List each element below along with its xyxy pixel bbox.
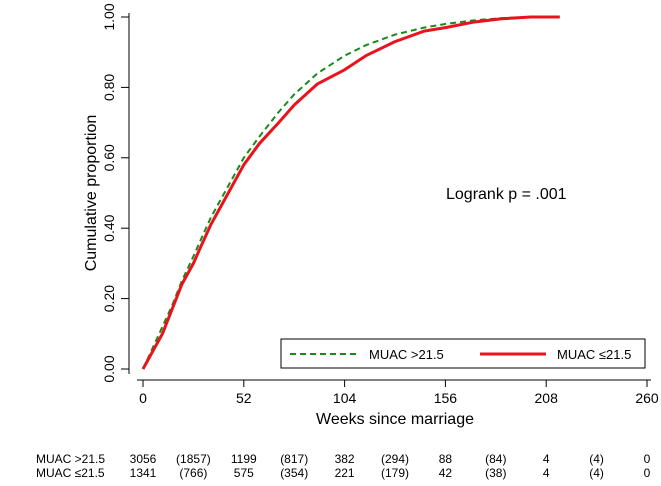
- y-tick-label: 1.00: [101, 3, 117, 30]
- risk-at-risk-value: 4: [543, 466, 550, 480]
- risk-at-risk-value: 0: [644, 466, 651, 480]
- risk-events-value: (294): [381, 452, 409, 466]
- series-group: [141, 15, 560, 370]
- risk-events-value: (84): [485, 452, 506, 466]
- risk-at-risk-value: 382: [335, 452, 355, 466]
- risk-at-risk-value: 4: [543, 452, 550, 466]
- axes-group: 0.00 0.20 0.40 0.60 0.80 1.00 0 52 104 156 208 260 W…: [83, 3, 659, 428]
- risk-at-risk-value: 0: [644, 452, 651, 466]
- legend: MUAC >21.5 MUAC ≤21.5: [280, 338, 646, 369]
- risk-at-risk-value: 3056: [130, 452, 157, 466]
- x-tick-label: 156: [434, 390, 458, 406]
- risk-events-value: (817): [280, 452, 308, 466]
- x-axis-title: Weeks since marriage: [316, 411, 474, 428]
- legend-label: MUAC ≤21.5: [557, 347, 631, 362]
- y-tick-label: 0.80: [101, 74, 117, 101]
- risk-events-value: (4): [589, 452, 604, 466]
- risk-row-label: MUAC >21.5: [36, 452, 105, 466]
- x-tick-label: 260: [635, 390, 659, 406]
- y-tick-label: 0.60: [101, 144, 117, 171]
- risk-events-value: (179): [381, 466, 409, 480]
- risk-at-risk-value: 42: [439, 466, 453, 480]
- x-tick-label: 52: [236, 390, 252, 406]
- risk-events-value: (4): [589, 466, 604, 480]
- logrank-annotation: Logrank p = .001: [446, 186, 567, 203]
- risk-at-risk-value: 221: [335, 466, 355, 480]
- risk-table: MUAC >21.5 3056 1199 382 88 4 0 (1857) (817) (294…: [36, 452, 651, 480]
- series-line-muac-le-21-5: [141, 15, 560, 370]
- x-tick-label: 208: [535, 390, 559, 406]
- legend-label: MUAC >21.5: [369, 347, 444, 362]
- y-tick-label: 0.20: [101, 285, 117, 312]
- risk-events-value: (1857): [176, 452, 211, 466]
- risk-at-risk-value: 88: [439, 452, 453, 466]
- y-tick-label: 0.00: [101, 355, 117, 382]
- risk-at-risk-value: 575: [234, 466, 254, 480]
- y-tick-label: 0.40: [101, 214, 117, 241]
- risk-events-value: (766): [179, 466, 207, 480]
- risk-events-value: (354): [280, 466, 308, 480]
- y-axis-title: Cumulative proportion: [83, 115, 100, 272]
- risk-at-risk-value: 1199: [231, 452, 257, 466]
- risk-at-risk-value: 1341: [130, 466, 157, 480]
- risk-events-value: (38): [485, 466, 506, 480]
- risk-row-label: MUAC ≤21.5: [36, 466, 105, 480]
- x-tick-label: 0: [139, 390, 147, 406]
- x-tick-label: 104: [333, 390, 357, 406]
